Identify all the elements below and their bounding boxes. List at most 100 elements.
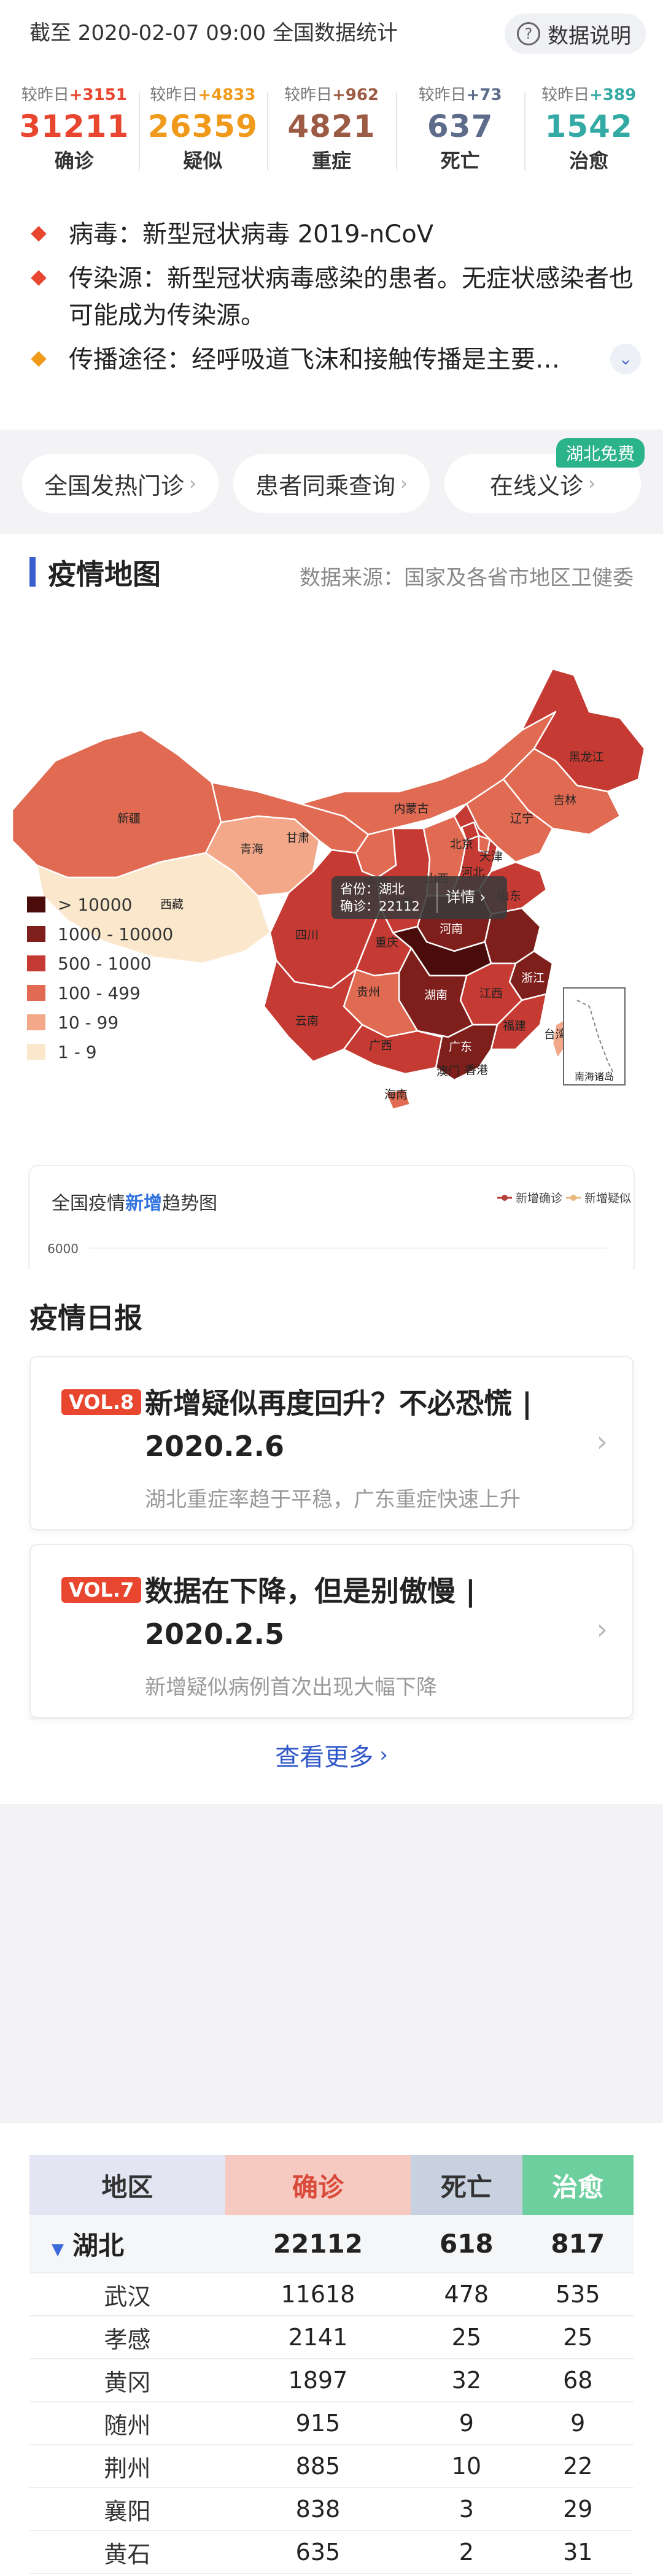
map-region-guangdong[interactable] bbox=[416, 1024, 498, 1081]
report-headline: 新增疑似再度回升？不必恐慌 | 2020.2.6 bbox=[145, 1387, 532, 1463]
province-name: 湖北 bbox=[72, 2231, 125, 2261]
city-confirmed: 838 bbox=[225, 2488, 411, 2531]
data-explain-button[interactable]: ? 数据说明 bbox=[505, 13, 646, 54]
city-confirmed: 1897 bbox=[225, 2359, 411, 2402]
stat-label: 治愈 bbox=[569, 149, 609, 172]
stat-delta: +3151 bbox=[69, 86, 127, 104]
map-label-hunan: 湖南 bbox=[424, 989, 448, 1002]
map-region-hainan[interactable] bbox=[384, 1088, 411, 1111]
map-label-qinghai: 青海 bbox=[240, 843, 263, 856]
legend-item: 1000 - 10000 bbox=[27, 919, 173, 949]
map-label-xinjiang: 新疆 bbox=[117, 812, 141, 825]
city-dead: 32 bbox=[411, 2359, 522, 2402]
daily-report-section: 疫情日报 VOL.8 新增疑似再度回升？不必恐慌 | 2020.2.6 湖北重症… bbox=[0, 1270, 663, 1804]
tooltip-province: 省份：湖北 bbox=[340, 882, 405, 897]
city-row: 随州 915 9 9 bbox=[29, 2402, 634, 2445]
map-label-guangdong: 广东 bbox=[449, 1040, 472, 1054]
stat-label: 重症 bbox=[311, 149, 351, 172]
legend-swatch bbox=[27, 897, 45, 912]
tooltip-confirmed: 确诊：22112 bbox=[340, 899, 420, 914]
see-more-label: 查看更多 bbox=[275, 1743, 374, 1772]
stat-2: 较昨日+962 4821 重症 bbox=[267, 79, 396, 184]
map-label-gansu: 甘肃 bbox=[286, 831, 309, 845]
province-confirmed: 22112 bbox=[225, 2215, 411, 2273]
info-source: 传染源：新型冠状病毒感染的患者。无症状感染者也可能成为传染源。 bbox=[29, 260, 634, 334]
stat-label: 死亡 bbox=[440, 149, 480, 172]
map-label-yunnan: 云南 bbox=[295, 1014, 319, 1028]
legend-label: 500 - 1000 bbox=[58, 953, 152, 974]
map-data-source: 数据来源：国家及各省市地区卫健委 bbox=[300, 566, 634, 590]
city-cured: 68 bbox=[522, 2359, 634, 2402]
province-cured: 817 bbox=[522, 2215, 634, 2273]
legend-swatch bbox=[27, 985, 45, 1001]
info-virus: 病毒：新型冠状病毒 2019-nCoV bbox=[29, 216, 634, 253]
table-header-2[interactable]: 死亡 bbox=[411, 2155, 522, 2215]
see-more-button[interactable]: 查看更多 › bbox=[29, 1718, 634, 1791]
stats-row: 较昨日+3151 31211 确诊 较昨日+4833 26359 疑似 较昨日+96… bbox=[10, 79, 653, 184]
stat-1: 较昨日+4833 26359 疑似 bbox=[138, 79, 268, 184]
diamond-bullet-icon bbox=[31, 270, 47, 286]
region-stats-section: 地区 确诊 死亡 治愈 ▼ 湖北 22112 618 817 武汉 11618 478 5… bbox=[0, 2123, 663, 2576]
legend-label: 10 - 99 bbox=[58, 1012, 119, 1033]
legend-swatch bbox=[27, 1044, 45, 1060]
report-card-vol7[interactable]: VOL.7 数据在下降，但是别傲慢 | 2020.2.5 新增疑似病例首次出现大… bbox=[29, 1544, 634, 1718]
quick-links-bar: 全国发热门诊 › 患者同乘查询 › 在线义诊 › 湖北免费 bbox=[0, 430, 663, 534]
info-transmission-text: 传播途径：经呼吸道飞沫和接触传播是主要… bbox=[69, 345, 560, 374]
city-dead: 2 bbox=[411, 2531, 522, 2574]
city-dead: 478 bbox=[411, 2273, 522, 2316]
legend-swatch bbox=[27, 926, 45, 942]
province-row[interactable]: ▼ 湖北 22112 618 817 bbox=[29, 2215, 634, 2273]
stat-compare-label: 较昨日 bbox=[21, 86, 69, 104]
stat-compare: 较昨日+389 bbox=[524, 82, 653, 105]
chevron-right-icon: › bbox=[596, 1613, 608, 1646]
city-confirmed: 11618 bbox=[225, 2273, 411, 2316]
diamond-bullet-icon bbox=[31, 226, 47, 242]
stat-label: 疑似 bbox=[183, 149, 223, 172]
trend-chart-title: 全国疫情新增趋势图 bbox=[52, 1188, 217, 1215]
province-dead: 618 bbox=[411, 2215, 522, 2273]
trend-title-highlight: 新增 bbox=[125, 1193, 162, 1214]
stat-3: 较昨日+73 637 死亡 bbox=[395, 79, 525, 184]
trend-title-pre: 全国疫情 bbox=[52, 1193, 125, 1214]
report-card-vol8[interactable]: VOL.8 新增疑似再度回升？不必恐慌 | 2020.2.6 湖北重症率趋于平稳… bbox=[29, 1356, 634, 1530]
table-header-3[interactable]: 治愈 bbox=[522, 2155, 634, 2215]
stat-delta: +4833 bbox=[198, 86, 256, 104]
city-dead: 9 bbox=[411, 2402, 522, 2445]
virus-info-list: 病毒：新型冠状病毒 2019-nCoV 传染源：新型冠状病毒感染的患者。无症状感… bbox=[29, 216, 641, 385]
vol-badge: VOL.7 bbox=[61, 1577, 142, 1603]
stat-compare: 较昨日+962 bbox=[267, 82, 396, 105]
map-label-henan: 河南 bbox=[440, 922, 463, 936]
legend-label: 1000 - 10000 bbox=[58, 924, 174, 944]
chevron-right-icon: › bbox=[596, 1425, 608, 1458]
stat-value: 637 bbox=[427, 109, 494, 144]
province-tooltip[interactable]: 省份：湖北 确诊：22112 详情 › bbox=[332, 876, 507, 919]
legend-swatch bbox=[27, 1014, 45, 1030]
map-label-hongkong: 香港 bbox=[465, 1063, 488, 1077]
map-label-macao: 澳门 bbox=[436, 1065, 460, 1078]
city-confirmed: 915 bbox=[225, 2402, 411, 2445]
city-confirmed: 2141 bbox=[225, 2316, 411, 2359]
data-as-of-text: 截至 2020-02-07 09:00 全国数据统计 bbox=[29, 21, 398, 45]
city-dead: 10 bbox=[411, 2445, 522, 2488]
online-consult-label: 在线义诊 bbox=[489, 472, 583, 499]
map-legend: > 10000 1000 - 10000 500 - 1000 100 - 499 10… bbox=[27, 890, 173, 1066]
map-region-taiwan[interactable] bbox=[551, 1019, 567, 1060]
province-name-cell: ▼ 湖北 bbox=[29, 2215, 225, 2273]
tooltip-details-button[interactable]: 详情 › bbox=[446, 889, 486, 906]
map-label-hebei: 河北 bbox=[461, 866, 484, 879]
same-trip-query-button[interactable]: 患者同乘查询 › bbox=[233, 454, 430, 513]
table-header-0[interactable]: 地区 bbox=[29, 2155, 225, 2215]
collapse-triangle-icon[interactable]: ▼ bbox=[52, 2240, 64, 2259]
chevron-right-icon: › bbox=[400, 472, 408, 495]
info-transmission: 传播途径：经呼吸道飞沫和接触传播是主要… ⌄ bbox=[29, 341, 641, 378]
china-map[interactable]: 黑龙江吉林辽宁内蒙古北京天津河北山西宁夏甘肃新疆青海西藏陕西山东河南四川重庆浙江… bbox=[0, 607, 663, 1111]
stat-delta: +962 bbox=[332, 86, 379, 104]
map-label-xizang: 西藏 bbox=[160, 898, 184, 911]
trend-title-post: 趋势图 bbox=[162, 1193, 217, 1214]
fever-clinic-button[interactable]: 全国发热门诊 › bbox=[22, 454, 219, 513]
online-consult-button[interactable]: 在线义诊 › 湖北免费 bbox=[444, 438, 645, 513]
table-header-1[interactable]: 确诊 bbox=[225, 2155, 411, 2215]
map-region-tianjin[interactable] bbox=[478, 835, 491, 854]
map-label-taiwan: 台湾 bbox=[544, 1028, 567, 1041]
expand-chevron-icon[interactable]: ⌄ bbox=[610, 344, 641, 374]
